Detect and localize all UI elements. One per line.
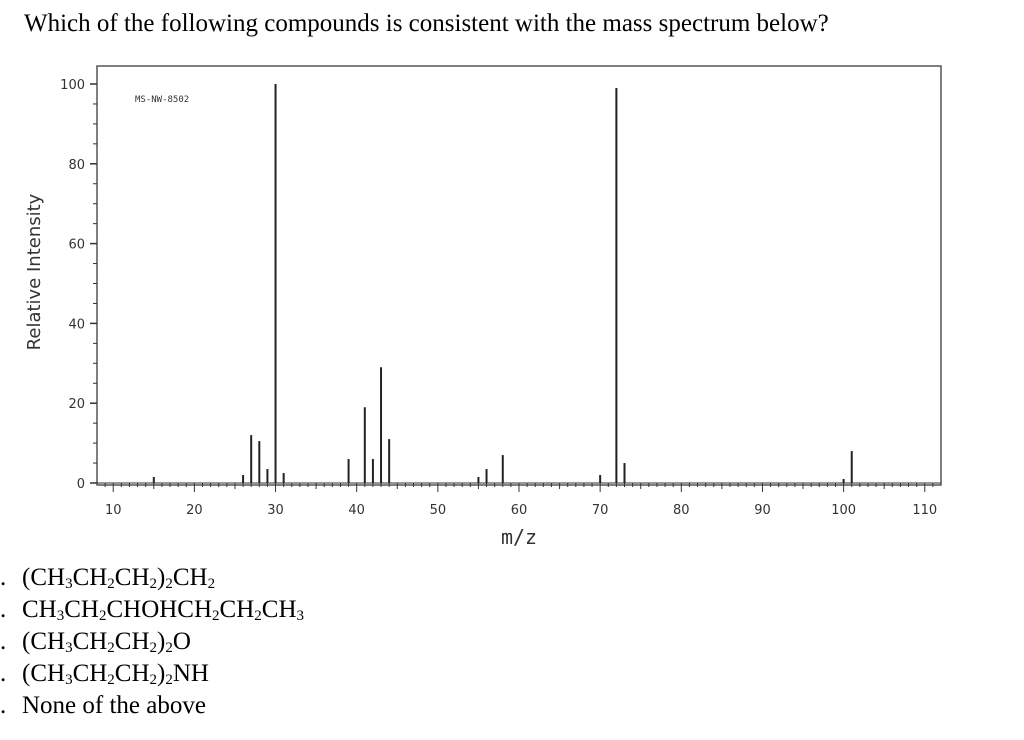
option-formula: None of the above: [22, 692, 206, 719]
formula-text: CH: [114, 628, 150, 655]
option-marker: .: [0, 596, 7, 623]
formula-text: CHOHCH: [106, 596, 213, 623]
answer-option[interactable]: . (CH3CH2CH2)2CH2: [0, 562, 304, 594]
option-marker: .: [0, 628, 7, 655]
formula-text: CH: [64, 596, 99, 623]
formula-text: ): [157, 628, 166, 655]
formula-text: CH: [172, 564, 208, 591]
x-axis-label: m/z: [501, 525, 537, 549]
y-tick-label: 20: [68, 397, 85, 412]
x-tick-label: 110: [912, 503, 937, 518]
formula-subscript: 3: [65, 672, 73, 688]
x-tick-label: 80: [673, 503, 690, 518]
formula-text: O: [172, 628, 191, 655]
x-tick-label: 60: [511, 503, 528, 518]
y-tick-label: 60: [68, 238, 85, 253]
formula-subscript: 2: [165, 672, 173, 688]
formula-text: (CH: [22, 660, 66, 687]
x-tick-label: 70: [592, 503, 609, 518]
formula-text: CH: [22, 596, 57, 623]
x-tick-label: 30: [267, 503, 284, 518]
answer-option[interactable]: . CH3CH2CHOHCH2CH2CH3: [0, 594, 304, 626]
formula-text: NH: [172, 660, 209, 687]
formula-text: CH: [114, 564, 150, 591]
option-marker: .: [0, 660, 7, 687]
formula-subscript: 2: [254, 608, 262, 624]
x-tick-label: 40: [348, 503, 365, 518]
y-tick-label: 40: [68, 317, 85, 332]
formula-subscript: 2: [212, 608, 220, 624]
x-tick-label: 50: [430, 503, 447, 518]
formula-subscript: 3: [296, 608, 305, 624]
mass-spectrum-chart: 0 20 40 60 80 100 10 20 30 40 50 60 70 80 90 100 110 MS-N…: [24, 65, 942, 549]
formula-subscript: 3: [65, 640, 73, 656]
formula-text: CH: [219, 596, 255, 623]
y-axis-label: Relative Intensity: [24, 193, 45, 350]
answer-option[interactable]: . (CH3CH2CH2)2O: [0, 626, 304, 658]
formula-subscript: 2: [165, 576, 173, 592]
x-tick-label: 20: [186, 503, 203, 518]
y-tick-label: 0: [77, 477, 85, 492]
option-formula: CH3CH2CHOHCH2CH2CH3: [22, 596, 305, 624]
formula-subscript: 2: [98, 608, 107, 624]
formula-text: CH: [261, 596, 297, 623]
option-formula: (CH3CH2CH2)2O: [22, 628, 191, 656]
x-tick-label: 10: [105, 503, 122, 518]
formula-text: CH: [72, 564, 108, 591]
spectrum-code-label: MS-NW-8502: [135, 95, 189, 105]
formula-subscript: 2: [149, 640, 158, 656]
formula-subscript: 2: [207, 576, 216, 592]
option-formula: (CH3CH2CH2)2NH: [22, 660, 209, 688]
formula-subscript: 2: [149, 672, 158, 688]
formula-subscript: 2: [107, 672, 115, 688]
option-marker: .: [0, 564, 7, 591]
option-formula: (CH3CH2CH2)2CH2: [22, 564, 216, 592]
answer-option[interactable]: . None of the above: [0, 690, 304, 722]
y-tick-label: 80: [68, 158, 85, 173]
formula-subscript: 2: [107, 576, 115, 592]
formula-subscript: 2: [149, 576, 158, 592]
formula-subscript: 2: [165, 640, 173, 656]
formula-text: (CH: [22, 564, 66, 591]
formula-text: ): [157, 660, 166, 687]
option-marker: .: [0, 692, 7, 719]
x-tick-label: 90: [754, 503, 771, 518]
formula-text: (CH: [22, 628, 66, 655]
formula-text: CH: [72, 628, 108, 655]
plot-frame: [96, 65, 942, 486]
formula-subscript: 3: [65, 576, 73, 592]
y-tick-label: 100: [60, 78, 85, 93]
question-text: Which of the following compounds is cons…: [24, 10, 829, 37]
answer-option[interactable]: . (CH3CH2CH2)2NH: [0, 658, 304, 690]
formula-subscript: 2: [107, 640, 115, 656]
formula-subscript: 3: [56, 608, 65, 624]
formula-text: CH: [72, 660, 108, 687]
formula-text: None of the above: [22, 692, 206, 719]
answer-options: . (CH3CH2CH2)2CH2. CH3CH2CHOHCH2CH2CH3. (CH…: [0, 562, 304, 722]
formula-text: ): [157, 564, 166, 591]
x-tick-label: 100: [831, 503, 856, 518]
formula-text: CH: [114, 660, 150, 687]
